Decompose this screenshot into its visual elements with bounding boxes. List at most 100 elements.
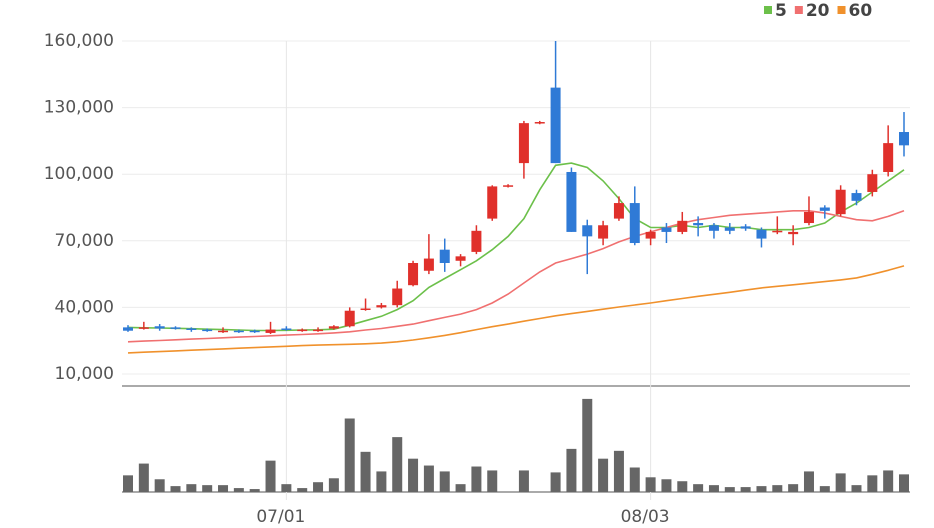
legend-label: 5 xyxy=(775,1,787,21)
volume-bar xyxy=(439,471,450,492)
volume-bar xyxy=(566,448,577,492)
candle-body xyxy=(281,328,292,330)
candle-body xyxy=(803,211,814,224)
x-tick-label: 07/01 xyxy=(256,507,305,527)
candle-body xyxy=(376,305,387,308)
volume-bar xyxy=(661,479,672,492)
candle-body xyxy=(835,189,846,215)
volume-bar xyxy=(851,485,862,492)
candle-body xyxy=(313,329,324,332)
volume-bar xyxy=(518,470,529,492)
volume-bar xyxy=(487,470,498,492)
y-tick-label: 10,000 xyxy=(55,364,114,384)
candle-body xyxy=(756,229,767,239)
volume-bar xyxy=(392,437,403,492)
volume-bar xyxy=(455,484,466,492)
ma-line xyxy=(127,162,905,332)
volume-bar xyxy=(186,484,197,492)
candle-body xyxy=(328,326,339,329)
candle-body xyxy=(218,330,229,333)
volume-bar xyxy=(899,474,909,492)
candle-body xyxy=(471,230,482,252)
candle-body xyxy=(534,122,545,124)
candle-body xyxy=(344,310,355,327)
candle-body xyxy=(233,330,244,333)
volume-bar xyxy=(233,488,244,492)
y-tick-label: 130,000 xyxy=(44,98,114,118)
candle-body xyxy=(851,193,862,201)
volume-bar xyxy=(819,486,830,492)
candle-body xyxy=(677,220,688,232)
candle-body xyxy=(154,326,165,329)
volume-bar xyxy=(867,475,878,492)
volume-bar xyxy=(740,487,751,492)
volume-bar xyxy=(123,475,133,492)
candle-body xyxy=(249,330,260,333)
candle-body xyxy=(170,327,181,329)
candle-body xyxy=(123,327,133,331)
candle-body xyxy=(867,174,878,192)
volume-bar xyxy=(693,484,704,492)
volume-bar xyxy=(313,482,324,492)
ma-line xyxy=(127,265,905,354)
candle-body xyxy=(645,231,656,239)
volume-bar xyxy=(613,450,624,492)
volume-bar xyxy=(788,484,799,492)
volume-bar xyxy=(883,470,894,492)
candle-body xyxy=(629,203,640,244)
candle-body xyxy=(297,329,308,332)
candle-body xyxy=(408,263,419,286)
volume-bar xyxy=(328,478,339,492)
legend-label: 60 xyxy=(849,1,873,21)
candle-body xyxy=(693,223,704,226)
volume-bar xyxy=(265,460,276,492)
volume-bar xyxy=(297,488,308,492)
volume-bar xyxy=(170,486,181,492)
volume-bar xyxy=(708,485,719,492)
candle-body xyxy=(740,226,751,229)
candle-body xyxy=(708,225,719,231)
volume-bar xyxy=(677,481,688,492)
legend-swatch xyxy=(764,6,772,14)
candle-body xyxy=(487,186,498,219)
volume-bar xyxy=(803,471,814,492)
legend-label: 20 xyxy=(806,1,830,21)
candle-body xyxy=(138,327,149,329)
candle-body xyxy=(503,185,514,187)
volume-bar xyxy=(376,471,387,492)
volume-bar xyxy=(249,489,260,492)
legend-swatch xyxy=(837,6,846,14)
candle-body xyxy=(582,225,593,237)
volume-bar xyxy=(154,479,165,492)
volume-bar xyxy=(724,487,735,492)
ma-line xyxy=(127,210,905,343)
volume-bar xyxy=(629,467,640,492)
volume-bar xyxy=(218,485,229,492)
candle-body xyxy=(202,329,213,332)
volume-bar xyxy=(772,485,783,492)
volume-bar xyxy=(756,486,767,492)
volume-bar xyxy=(281,484,292,492)
volume-bar xyxy=(471,466,482,492)
volume-bar xyxy=(550,472,561,492)
x-tick-label: 08/03 xyxy=(621,507,670,527)
candle-body xyxy=(265,329,276,333)
y-tick-label: 160,000 xyxy=(44,31,114,51)
y-tick-label: 100,000 xyxy=(44,164,114,184)
candle-body xyxy=(518,123,529,164)
volume-bar xyxy=(645,477,656,492)
volume-bar xyxy=(423,465,434,492)
candle-body xyxy=(550,87,561,164)
candle-body xyxy=(455,256,466,261)
candle-body xyxy=(598,225,609,239)
candle-body xyxy=(360,308,371,311)
volume-bar xyxy=(360,451,371,492)
y-tick-label: 70,000 xyxy=(55,231,114,251)
volume-bar xyxy=(344,418,355,492)
candle-body xyxy=(439,249,450,263)
candle-body xyxy=(423,258,434,271)
volume-bar xyxy=(582,398,593,492)
volume-bar xyxy=(138,463,149,492)
legend-swatch xyxy=(794,6,803,14)
